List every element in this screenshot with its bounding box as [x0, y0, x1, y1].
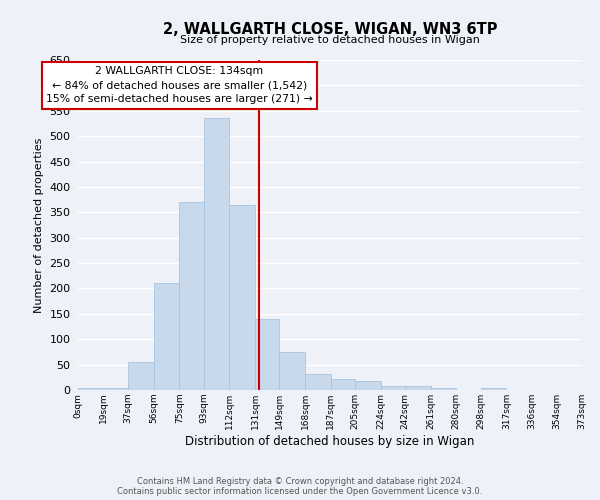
- Bar: [203, 118, 229, 390]
- Bar: [305, 374, 331, 390]
- Bar: [104, 388, 128, 390]
- Bar: [355, 381, 380, 390]
- Bar: [179, 202, 203, 390]
- Bar: [380, 386, 405, 390]
- Bar: [431, 388, 457, 390]
- Bar: [229, 204, 255, 390]
- Bar: [280, 352, 305, 390]
- Text: 2, WALLGARTH CLOSE, WIGAN, WN3 6TP: 2, WALLGARTH CLOSE, WIGAN, WN3 6TP: [163, 22, 497, 38]
- Text: Size of property relative to detached houses in Wigan: Size of property relative to detached ho…: [180, 35, 480, 45]
- Text: 2 WALLGARTH CLOSE: 134sqm
← 84% of detached houses are smaller (1,542)
15% of se: 2 WALLGARTH CLOSE: 134sqm ← 84% of detac…: [46, 66, 313, 104]
- Bar: [255, 319, 280, 390]
- Y-axis label: Number of detached properties: Number of detached properties: [34, 138, 44, 312]
- Text: Contains public sector information licensed under the Open Government Licence v3: Contains public sector information licen…: [118, 488, 482, 496]
- Bar: [78, 388, 104, 390]
- Bar: [128, 362, 154, 390]
- Bar: [331, 379, 355, 390]
- Bar: [154, 284, 179, 390]
- Text: Contains HM Land Registry data © Crown copyright and database right 2024.: Contains HM Land Registry data © Crown c…: [137, 478, 463, 486]
- Bar: [405, 386, 431, 390]
- Bar: [481, 388, 506, 390]
- X-axis label: Distribution of detached houses by size in Wigan: Distribution of detached houses by size …: [185, 434, 475, 448]
